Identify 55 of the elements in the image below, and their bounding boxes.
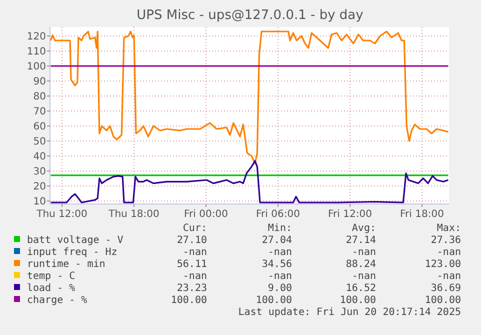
- y-tick-label: 50: [33, 136, 46, 148]
- text: 100.00: [170, 295, 207, 306]
- text: -nan: [436, 271, 461, 282]
- text: Last update: Fri Jun 20 20:17:14 2025: [238, 307, 461, 318]
- text: 34.56: [262, 259, 292, 270]
- x-tick-label: Fri 06:00: [256, 209, 300, 220]
- text: Avg:: [352, 223, 376, 234]
- text: 100.00: [340, 295, 376, 306]
- x-tick-label: Thu 12:00: [36, 209, 88, 220]
- text: -nan: [182, 247, 207, 258]
- text: 27.10: [176, 235, 207, 246]
- text: 27.36: [430, 235, 461, 246]
- y-tick-label: 60: [33, 122, 46, 132]
- text: Min:: [268, 223, 292, 234]
- y-tick-label: 80: [33, 92, 46, 102]
- text: 23.23: [176, 283, 207, 294]
- x-tick-label: Thu 18:00: [108, 209, 160, 220]
- y-tick-label: 70: [33, 106, 46, 118]
- legend-label: runtime - min: [27, 259, 106, 270]
- text: 100.00: [424, 295, 461, 306]
- legend-label: temp - C: [27, 271, 76, 282]
- text: 56.11: [176, 259, 207, 270]
- y-tick-label: 110: [26, 46, 46, 58]
- y-tick-label: 100: [26, 62, 46, 72]
- legend-label: load - %: [27, 283, 76, 294]
- text: 16.52: [346, 283, 376, 294]
- y-tick-label: 40: [33, 152, 46, 162]
- text: 9.00: [268, 283, 292, 294]
- y-tick-label: 10: [33, 196, 46, 208]
- text: -nan: [268, 271, 292, 282]
- text: 100.00: [256, 295, 292, 306]
- chart-title: UPS Misc - ups@127.0.0.1 - by day: [136, 8, 364, 23]
- x-tick-label: Fri 12:00: [328, 209, 372, 220]
- text: 123.00: [424, 259, 461, 270]
- text: 88.24: [346, 259, 376, 270]
- text: Max:: [436, 223, 461, 234]
- legend-label: batt voltage - V: [27, 235, 124, 246]
- text: -nan: [436, 247, 461, 258]
- legend-label: charge - %: [27, 295, 88, 306]
- y-tick-label: 90: [33, 76, 46, 88]
- x-tick-label: Fri 00:00: [184, 209, 228, 220]
- text: -nan: [182, 271, 207, 282]
- y-tick-label: 20: [33, 182, 46, 192]
- text: 27.04: [262, 235, 292, 246]
- legend-label: input freq - Hz: [27, 247, 118, 258]
- text: -nan: [268, 247, 292, 258]
- text: 36.69: [430, 283, 461, 294]
- y-tick-label: 30: [33, 166, 46, 178]
- text: Cur:: [182, 223, 207, 234]
- text: 27.14: [346, 235, 376, 246]
- x-tick-label: Fri 18:00: [400, 209, 444, 220]
- line-series: [50, 30, 449, 164]
- text: -nan: [352, 247, 376, 258]
- text: -nan: [352, 271, 376, 282]
- y-tick-label: 120: [26, 32, 46, 42]
